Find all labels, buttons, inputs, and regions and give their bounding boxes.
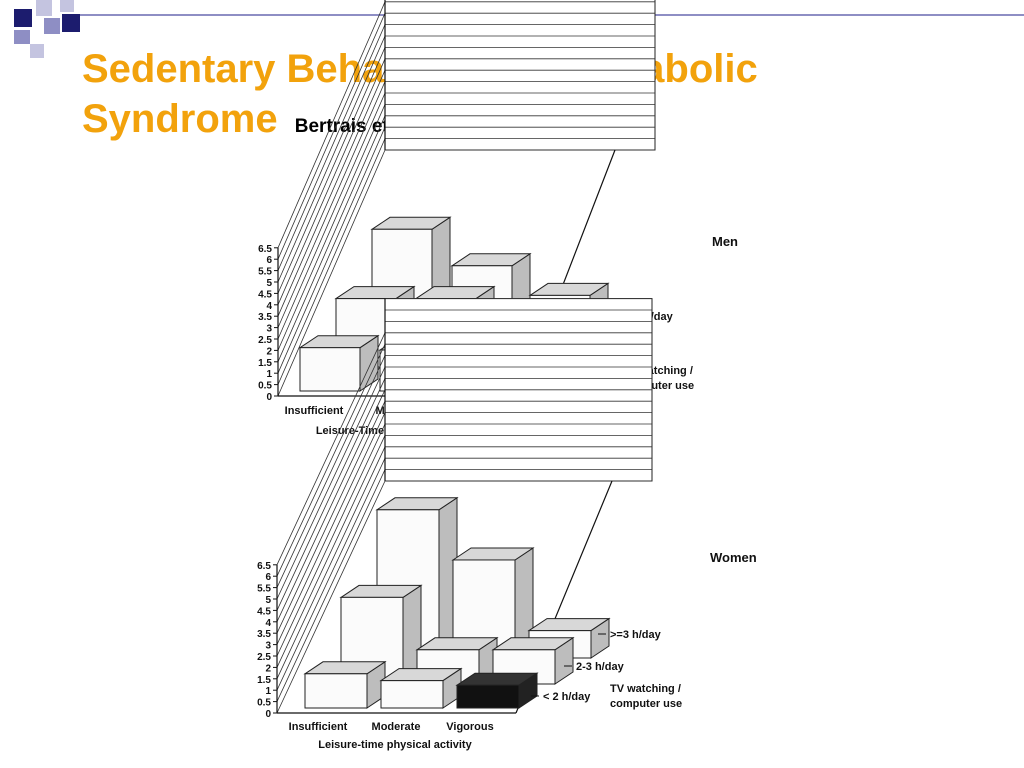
y-tick-label: 0.5 [257,698,271,709]
side-wall-gridline [276,480,386,714]
side-wall-gridline [276,355,386,588]
y-tick-label: 5.5 [258,267,272,278]
series-label: 2-3 h/day [576,661,625,673]
y-tick-label: 1 [266,369,272,380]
side-wall-gridline [277,13,386,260]
y-tick-label: 0 [265,709,271,720]
deco-square-light-2 [60,0,74,12]
panel-label: Women [710,550,757,565]
deco-square-mid-1 [44,18,60,34]
y-tick-label: 4.5 [258,289,272,300]
side-wall-gridline [276,366,386,600]
side-wall-gridline [277,24,386,271]
y-tick-label: 6.5 [258,244,272,255]
side-wall-gridline [277,81,386,328]
deco-square-mid-2 [14,30,30,44]
y-tick-label: 5.5 [257,584,271,595]
deco-square-light-3 [30,44,44,58]
panel-label: Men [712,234,738,249]
y-tick-label: 6.5 [257,561,271,572]
y-tick-label: 3.5 [258,312,272,323]
series-label: >=3 h/day [610,629,662,641]
deco-square-light-1 [36,0,52,16]
depth-axis-title: TV watching / [610,683,681,695]
depth-axis-title: computer use [610,698,682,710]
side-wall-gridline [276,389,386,622]
x-tick-label: Insufficient [285,405,344,417]
side-wall-gridline [277,127,386,374]
y-tick-label: 4.5 [257,606,271,617]
y-tick-label: 5 [265,595,271,606]
y-tick-label: 3 [265,641,271,652]
bar-women-vigorous-0 [456,684,520,709]
x-tick-label: Moderate [372,721,421,733]
y-tick-label: 1.5 [258,358,272,369]
side-wall-gridline [277,104,386,351]
x-axis-label: Leisure-time physical activity [318,739,472,751]
side-wall-gridline [276,412,386,645]
y-tick-label: 5 [266,278,272,289]
side-wall-gridline [276,435,386,668]
side-wall-gridline [276,458,386,691]
bar-men-insufficient-0 [299,347,361,392]
y-tick-label: 2 [266,346,272,357]
y-tick-label: 1.5 [257,675,271,686]
x-tick-label: Insufficient [289,721,348,733]
y-tick-label: 0 [266,392,272,403]
side-wall-gridline [277,70,386,317]
deco-square-dark-2 [62,14,80,32]
side-wall-gridline [276,469,386,702]
side-wall-gridline [276,446,386,679]
y-tick-label: 3 [266,324,272,335]
side-wall-gridline [277,92,386,340]
bar-women-moderate-0 [380,680,444,709]
side-wall-gridline [277,1,386,248]
side-wall-gridline [277,35,386,283]
side-wall-gridline [276,344,386,577]
side-wall-gridline [276,378,386,611]
side-wall-gridline [276,401,386,634]
side-wall-gridline [277,138,386,385]
y-tick-label: 4 [265,618,271,629]
chart-women: 6.565.554.543.532.521.510.50Insufficient… [257,298,757,751]
y-tick-label: 1 [265,686,271,697]
y-tick-label: 2 [265,663,271,674]
y-tick-label: 6 [266,255,272,266]
side-wall-gridline [277,47,386,294]
x-tick-label: Vigorous [446,721,493,733]
y-tick-label: 4 [266,301,272,312]
series-label: < 2 h/day [543,691,591,703]
deco-square-dark-1 [14,9,32,27]
side-wall-gridline [276,423,386,657]
side-wall-gridline [276,332,386,565]
side-wall-gridline [277,115,386,362]
y-tick-label: 6 [265,572,271,583]
side-wall-gridline [277,149,386,397]
y-tick-label: 3.5 [257,629,271,640]
y-tick-label: 0.5 [258,381,272,392]
side-wall-gridline [277,58,386,305]
slide-title-line2: Syndrome [82,97,278,141]
bar-women-insufficient-0 [304,673,368,709]
y-tick-label: 2.5 [257,652,271,663]
y-tick-label: 2.5 [258,335,272,346]
